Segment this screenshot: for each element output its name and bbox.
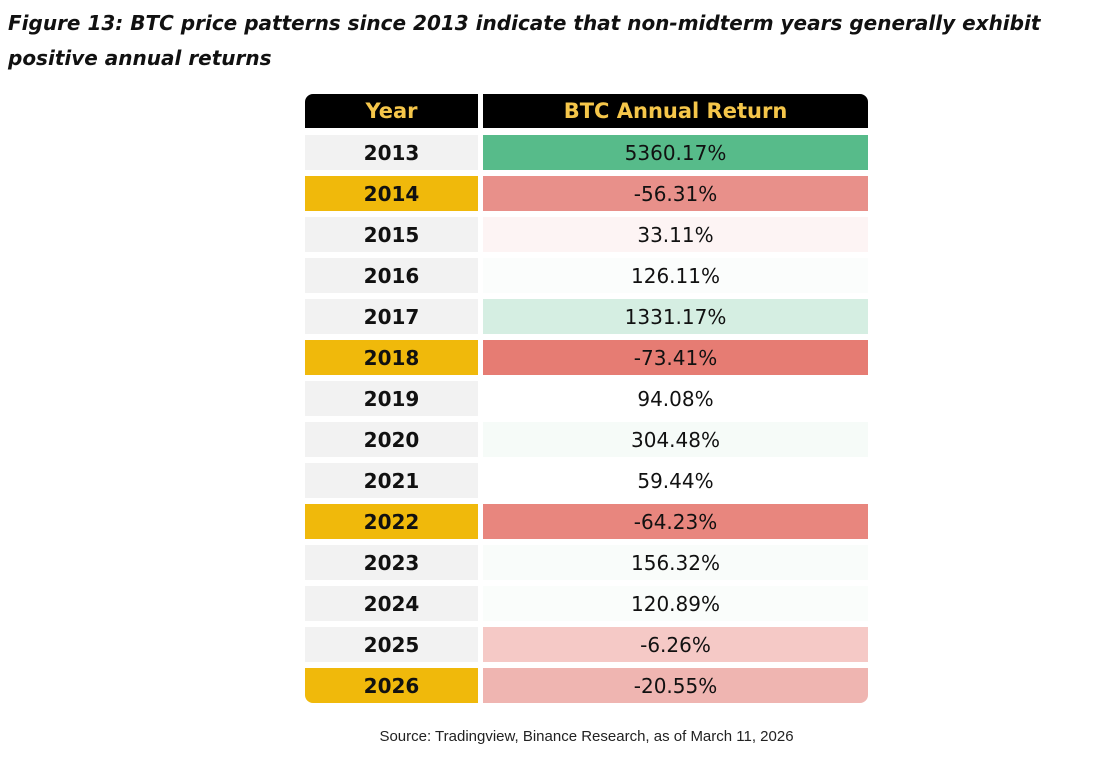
return-cell: -64.23% — [483, 504, 868, 539]
return-cell: 1331.17% — [483, 299, 868, 334]
year-cell: 2014 — [305, 176, 478, 211]
return-cell: 5360.17% — [483, 135, 868, 170]
year-cell: 2026 — [305, 668, 478, 703]
header-cell: BTC Annual Return — [483, 94, 868, 128]
year-cell: 2023 — [305, 545, 478, 580]
return-cell: 94.08% — [483, 381, 868, 416]
return-cell: 156.32% — [483, 545, 868, 580]
figure-title: Figure 13: BTC price patterns since 2013… — [8, 11, 1041, 70]
return-cell: 120.89% — [483, 586, 868, 621]
return-cell: -6.26% — [483, 627, 868, 662]
year-cell: 2015 — [305, 217, 478, 252]
return-cell: 126.11% — [483, 258, 868, 293]
return-cell: -56.31% — [483, 176, 868, 211]
return-cell: -73.41% — [483, 340, 868, 375]
year-cell: 2019 — [305, 381, 478, 416]
year-cell: 2018 — [305, 340, 478, 375]
year-cell: 2021 — [305, 463, 478, 498]
year-cell: 2025 — [305, 627, 478, 662]
header-cell: Year — [305, 94, 478, 128]
return-cell: -20.55% — [483, 668, 868, 703]
year-cell: 2020 — [305, 422, 478, 457]
return-cell: 33.11% — [483, 217, 868, 252]
year-cell: 2013 — [305, 135, 478, 170]
return-cell: 304.48% — [483, 422, 868, 457]
year-cell: 2017 — [305, 299, 478, 334]
year-cell: 2022 — [305, 504, 478, 539]
source-note: Source: Tradingview, Binance Research, a… — [379, 728, 794, 745]
return-cell: 59.44% — [483, 463, 868, 498]
year-cell: 2016 — [305, 258, 478, 293]
year-cell: 2024 — [305, 586, 478, 621]
